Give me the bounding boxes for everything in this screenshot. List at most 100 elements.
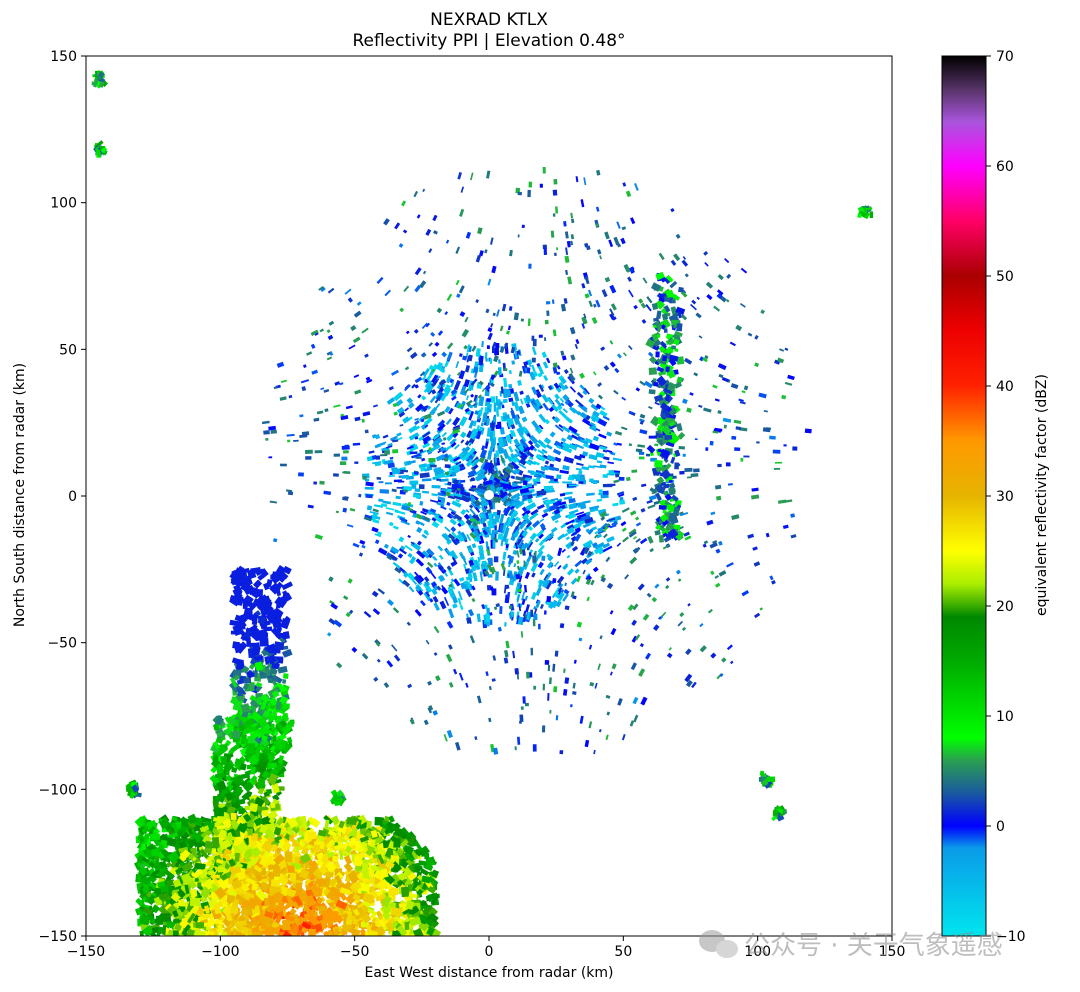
echo-cell xyxy=(540,184,543,188)
echo-cell xyxy=(710,441,714,446)
echo-cell xyxy=(547,693,549,701)
echo-cell xyxy=(485,358,488,362)
echo-cell xyxy=(544,248,547,255)
echo-cell xyxy=(790,513,795,517)
echo-cell xyxy=(305,456,311,460)
echo-cell xyxy=(342,472,346,474)
echo-cell xyxy=(287,440,290,443)
chart-title: NEXRAD KTLX xyxy=(430,10,548,30)
echo-cell xyxy=(416,457,421,459)
echo-cell xyxy=(603,474,608,478)
echo-cell xyxy=(518,234,520,237)
echo-cell xyxy=(740,458,743,462)
echo-cell xyxy=(515,746,517,750)
echo-cell xyxy=(440,447,446,451)
echo-cell xyxy=(662,355,667,361)
echo-cell xyxy=(544,610,547,614)
echo-cell xyxy=(664,328,668,333)
echo-cell xyxy=(599,489,603,492)
echo-cell xyxy=(409,480,418,484)
echo-cell xyxy=(532,555,536,562)
echo-cell xyxy=(263,430,270,434)
echo-cell xyxy=(559,750,563,754)
echo-cell xyxy=(490,359,492,364)
echo-cell xyxy=(499,606,502,614)
echo-cell xyxy=(515,574,520,580)
echo-cell xyxy=(366,821,371,829)
echo-cell xyxy=(529,552,532,556)
echo-cell xyxy=(555,651,559,657)
echo-cell xyxy=(460,480,465,483)
echo-cell xyxy=(333,473,339,477)
echo-cell xyxy=(305,450,313,454)
echo-cell xyxy=(326,871,334,877)
echo-cell xyxy=(544,486,553,491)
echo-cell xyxy=(380,454,387,456)
echo-cell xyxy=(247,743,255,753)
echo-cell xyxy=(556,474,561,479)
echo-cell xyxy=(365,430,369,434)
echo-cell xyxy=(726,462,731,466)
echo-cell xyxy=(265,438,268,441)
echo-cell xyxy=(486,398,491,402)
echo-cell xyxy=(522,696,525,703)
echo-cell xyxy=(572,474,581,479)
echo-cell xyxy=(783,444,786,446)
echo-cell xyxy=(270,430,277,434)
echo-cell xyxy=(552,578,556,583)
echo-cell xyxy=(695,438,698,440)
echo-cell xyxy=(419,484,425,489)
echo-cell xyxy=(533,686,536,690)
echo-cell xyxy=(636,449,643,453)
echo-cell xyxy=(472,485,476,488)
echo-cell xyxy=(517,589,522,593)
echo-cell xyxy=(504,622,506,627)
echo-cell xyxy=(724,425,727,429)
echo-cell xyxy=(551,231,554,238)
echo-cell xyxy=(523,480,528,485)
echo-cell xyxy=(362,476,366,480)
echo-cell xyxy=(367,505,372,510)
echo-cell xyxy=(511,360,515,364)
echo-cell xyxy=(445,472,449,475)
echo-cell xyxy=(530,610,533,617)
echo-cell xyxy=(394,479,402,482)
echo-cell xyxy=(315,450,323,453)
echo-cell xyxy=(649,436,657,439)
echo-cell xyxy=(340,461,346,465)
echo-cell xyxy=(669,476,673,480)
echo-cell xyxy=(492,519,496,525)
echo-cell xyxy=(490,396,495,402)
echo-cell xyxy=(683,454,686,457)
echo-cell xyxy=(570,704,573,707)
echo-cell xyxy=(430,464,437,467)
echo-cell xyxy=(377,477,382,480)
echo-cell xyxy=(473,367,478,373)
echo-cell xyxy=(553,686,557,692)
echo-cell xyxy=(428,447,431,451)
echo-cell xyxy=(646,454,650,457)
echo-cell xyxy=(678,287,684,293)
echo-cell xyxy=(549,710,551,714)
echo-cell xyxy=(428,458,435,462)
echo-cell xyxy=(538,624,541,630)
echo-cell xyxy=(343,450,349,453)
echo-cell xyxy=(654,443,658,446)
echo-cell xyxy=(589,479,594,483)
echo-cell xyxy=(268,456,272,458)
echo-cell xyxy=(487,345,490,349)
echo-cell xyxy=(533,481,536,485)
echo-cell xyxy=(526,672,530,679)
echo-cell xyxy=(527,190,531,197)
echo-cell xyxy=(528,264,531,269)
echo-cell xyxy=(664,435,672,440)
echo-cell xyxy=(715,485,721,490)
echo-cell xyxy=(667,294,674,298)
echo-cell xyxy=(312,886,317,893)
echo-cell xyxy=(415,436,418,439)
echo-cell xyxy=(649,367,657,375)
echo-cell xyxy=(295,846,299,852)
echo-cell xyxy=(546,301,550,304)
echo-cell xyxy=(603,484,613,487)
